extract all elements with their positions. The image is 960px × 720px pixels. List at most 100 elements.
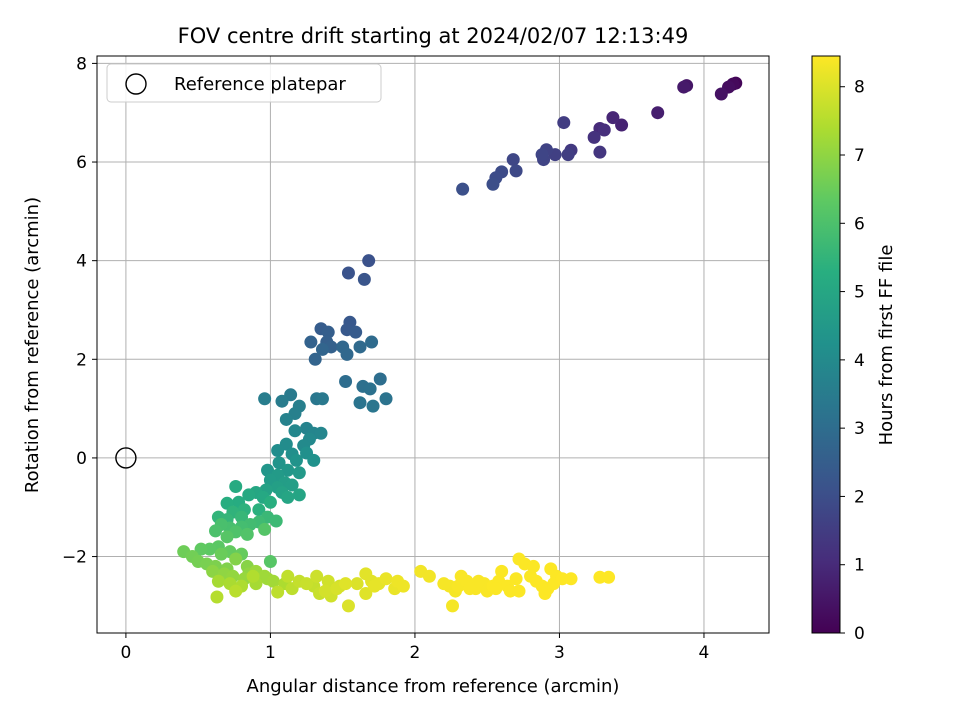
data-point xyxy=(341,599,355,613)
data-point xyxy=(252,503,266,517)
data-point xyxy=(535,148,549,162)
data-point xyxy=(456,182,470,196)
data-point xyxy=(292,466,306,480)
legend: Reference platepar xyxy=(106,63,382,103)
data-point xyxy=(561,148,575,162)
data-point xyxy=(315,342,329,356)
x-tick-label: 1 xyxy=(265,643,276,663)
data-point xyxy=(373,372,387,386)
colorbar-gradient xyxy=(811,55,841,634)
data-point xyxy=(310,569,324,583)
legend-marker xyxy=(125,73,147,95)
data-point xyxy=(446,599,460,613)
data-point xyxy=(597,123,611,137)
y-tick-label: 8 xyxy=(76,54,87,74)
colorbar-tick-label: 5 xyxy=(854,283,865,303)
data-point xyxy=(258,392,272,406)
data-point xyxy=(209,524,223,538)
axes-border xyxy=(96,55,770,634)
legend-entry-reference: Reference platepar xyxy=(174,74,346,95)
data-point xyxy=(557,116,571,130)
data-point xyxy=(339,577,353,591)
data-point xyxy=(353,396,367,410)
y-tick-label: 4 xyxy=(76,252,87,272)
data-point xyxy=(489,582,503,596)
data-point xyxy=(206,564,220,578)
data-point xyxy=(365,335,379,349)
y-tick-label: 0 xyxy=(76,449,87,469)
data-point xyxy=(340,347,354,361)
y-axis-ticks: −2 0 2 4 6 8 xyxy=(62,54,97,568)
y-tick-label: 2 xyxy=(76,350,87,370)
data-point xyxy=(263,495,277,509)
colorbar-tick-label: 4 xyxy=(854,351,865,371)
data-point xyxy=(509,164,523,178)
data-point xyxy=(261,463,275,477)
data-point xyxy=(318,584,332,598)
scatter-points xyxy=(115,76,743,613)
data-point xyxy=(350,577,364,591)
legend-box xyxy=(106,63,382,103)
data-point xyxy=(564,572,578,586)
data-point xyxy=(246,569,260,583)
data-point xyxy=(512,584,526,598)
data-point xyxy=(486,177,500,191)
chart-title: FOV centre drift starting at 2024/02/07 … xyxy=(178,24,689,48)
data-point xyxy=(357,272,371,286)
data-point xyxy=(366,399,380,413)
y-tick-label: 6 xyxy=(76,153,87,173)
data-point xyxy=(229,584,243,598)
data-point xyxy=(288,424,302,438)
data-point xyxy=(314,426,328,440)
data-point xyxy=(315,392,329,406)
data-point xyxy=(304,335,318,349)
data-point xyxy=(266,574,280,588)
data-point xyxy=(587,130,601,144)
data-point xyxy=(229,552,243,566)
data-point xyxy=(472,574,486,588)
data-point xyxy=(526,559,540,573)
y-tick-label: −2 xyxy=(62,548,87,568)
data-point xyxy=(263,554,277,568)
data-point xyxy=(214,547,228,561)
data-point xyxy=(300,577,314,591)
x-axis-label: Angular distance from reference (arcmin) xyxy=(247,676,620,697)
data-point xyxy=(339,374,353,388)
data-point xyxy=(359,587,373,601)
data-point xyxy=(281,463,295,477)
colorbar-tick-label: 8 xyxy=(854,78,865,98)
colorbar-tick-label: 7 xyxy=(854,146,865,166)
data-point xyxy=(307,453,321,467)
data-point xyxy=(211,574,225,588)
data-point xyxy=(240,527,254,541)
data-point xyxy=(463,582,477,596)
colorbar-ticks: 0 1 2 3 4 5 6 7 8 xyxy=(840,78,865,644)
data-point xyxy=(714,87,728,101)
data-point xyxy=(308,352,322,366)
colorbar: 0 1 2 3 4 5 6 7 8 Hours from first FF file xyxy=(811,55,897,644)
data-point xyxy=(341,266,355,280)
data-point xyxy=(272,456,286,470)
data-point xyxy=(593,145,607,159)
data-point xyxy=(506,153,520,167)
data-point xyxy=(379,392,393,406)
data-point xyxy=(321,325,335,339)
colorbar-tick-label: 6 xyxy=(854,214,865,234)
x-tick-label: 0 xyxy=(120,643,131,663)
data-point xyxy=(279,412,293,426)
data-point xyxy=(353,340,367,354)
data-point xyxy=(606,111,620,125)
data-point xyxy=(321,574,335,588)
x-tick-label: 4 xyxy=(699,643,710,663)
data-point xyxy=(396,579,410,593)
data-point xyxy=(235,510,249,524)
colorbar-tick-label: 1 xyxy=(854,556,865,576)
data-point xyxy=(210,590,224,604)
data-point xyxy=(422,569,436,583)
data-point xyxy=(275,394,289,408)
data-point xyxy=(651,106,665,120)
data-point xyxy=(229,480,243,494)
data-point xyxy=(194,542,208,556)
data-point xyxy=(349,325,363,339)
